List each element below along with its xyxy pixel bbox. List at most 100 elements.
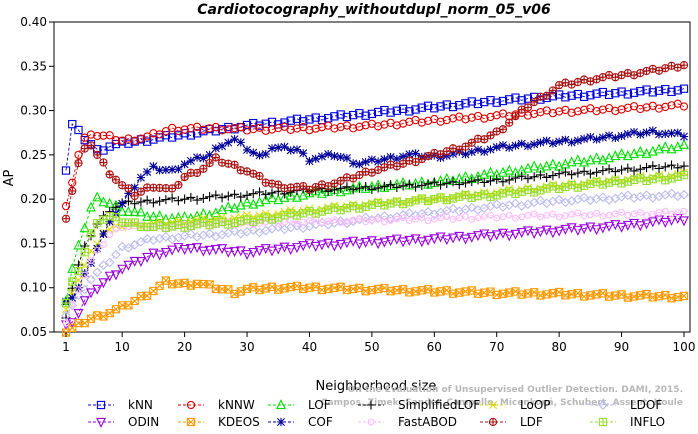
data-point: [130, 199, 140, 209]
data-point: [174, 126, 183, 136]
data-point: [192, 168, 202, 178]
data-point: [617, 105, 626, 114]
data-point: [123, 205, 134, 216]
data-point: [479, 229, 490, 240]
data-point: [554, 194, 565, 205]
data-point: [541, 225, 552, 236]
data-point: [542, 136, 551, 145]
data-point: [74, 125, 83, 135]
data-point: [598, 105, 607, 114]
data-point: [267, 188, 277, 198]
data-point: [617, 131, 626, 141]
data-point: [555, 137, 564, 146]
data-point: [124, 184, 133, 193]
data-point: [436, 102, 445, 111]
data-point: [135, 257, 146, 268]
data-point: [374, 157, 383, 166]
data-point: [242, 196, 253, 207]
data-point: [74, 158, 83, 168]
data-point: [410, 234, 421, 245]
data-point: [198, 193, 208, 204]
data-point: [310, 185, 321, 196]
data-point: [386, 152, 395, 162]
data-point: [480, 135, 489, 144]
data-point: [324, 217, 332, 225]
data-point: [355, 109, 364, 118]
data-point: [449, 215, 457, 223]
data-point: [86, 274, 96, 285]
data-point: [342, 112, 352, 122]
data-point: [486, 96, 495, 105]
data-point: [205, 150, 214, 159]
data-point: [360, 237, 371, 248]
legend-label: KDEOS: [218, 415, 260, 429]
data-point: [229, 189, 240, 199]
data-point: [437, 214, 444, 222]
data-point: [142, 210, 153, 221]
data-point: [149, 162, 158, 171]
data-point: [497, 228, 508, 239]
data-point: [448, 149, 458, 158]
data-point: [74, 267, 83, 276]
data-point: [123, 243, 134, 253]
data-point: [567, 170, 577, 180]
data-point: [204, 192, 215, 202]
data-point: [311, 124, 320, 133]
data-point: [492, 111, 501, 120]
data-point: [285, 189, 296, 200]
legend: kNN kNNW LOF SimplifiedLOF LoOP LDOF ODIN KDEOS…: [88, 398, 665, 429]
data-point: [480, 147, 489, 156]
legend-entry-cof: COF: [268, 415, 333, 429]
data-point: [173, 196, 183, 206]
data-point: [385, 236, 396, 247]
data-point: [211, 153, 220, 162]
data-point: [647, 217, 658, 228]
data-point: [567, 138, 576, 147]
data-point: [168, 165, 177, 174]
data-point: [154, 210, 165, 221]
series-knn: [61, 84, 689, 175]
data-point: [167, 245, 178, 256]
data-point: [68, 293, 77, 302]
data-point: [461, 150, 470, 159]
data-point: [174, 165, 183, 174]
data-point: [379, 181, 389, 191]
data-point: [661, 102, 670, 112]
data-point: [543, 212, 551, 219]
data-point: [667, 101, 676, 110]
data-point: [555, 107, 564, 116]
series-odin: [61, 213, 689, 331]
y-tick-label: 0.35: [20, 59, 47, 73]
data-point: [210, 207, 221, 218]
data-point: [248, 225, 259, 235]
data-point: [479, 177, 489, 188]
data-point: [468, 215, 476, 223]
data-point: [292, 114, 302, 123]
data-point: [448, 102, 458, 112]
data-point: [386, 180, 396, 190]
data-point: [616, 222, 627, 233]
data-point: [299, 181, 308, 191]
data-point: [629, 127, 639, 137]
data-point: [104, 257, 115, 268]
data-point: [579, 166, 589, 176]
data-point: [611, 133, 620, 143]
data-point: [616, 165, 627, 175]
data-point: [267, 246, 277, 257]
data-point: [255, 151, 264, 160]
data-point: [179, 210, 190, 221]
series-line-fastabod: [65, 210, 685, 324]
data-point: [86, 141, 96, 150]
data-point: [279, 242, 290, 253]
data-point: [679, 102, 689, 111]
data-point: [261, 126, 270, 135]
data-point: [68, 178, 77, 187]
data-point: [579, 224, 590, 235]
data-point: [555, 213, 563, 221]
data-point: [311, 113, 320, 122]
data-point: [199, 125, 208, 134]
data-point: [485, 166, 496, 177]
data-point: [636, 130, 645, 139]
data-point: [598, 166, 608, 176]
